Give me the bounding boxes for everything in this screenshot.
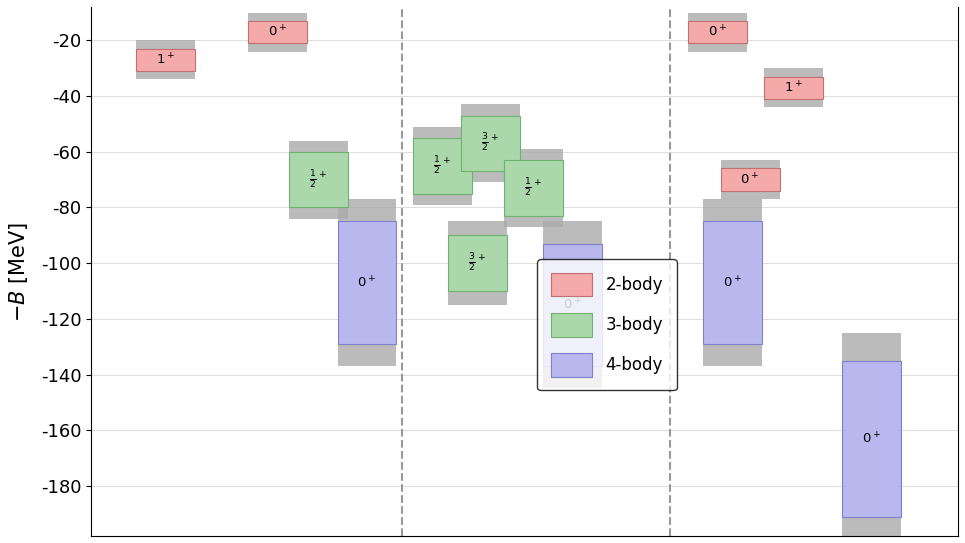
Bar [504, 149, 563, 227]
Text: $1^+$: $1^+$ [155, 52, 175, 67]
Bar [448, 222, 507, 305]
Bar [413, 127, 472, 205]
Bar [688, 12, 747, 52]
Bar [338, 222, 397, 344]
Text: $0^+$: $0^+$ [707, 24, 727, 40]
Bar [543, 244, 602, 366]
Text: $\frac{1}{2}^+$: $\frac{1}{2}^+$ [310, 168, 327, 191]
Text: $0^+$: $0^+$ [268, 24, 288, 40]
Bar [448, 235, 507, 291]
Bar [703, 222, 762, 344]
Bar [460, 116, 519, 171]
Bar [721, 168, 780, 191]
Bar [543, 222, 602, 388]
Bar [504, 160, 563, 216]
Bar [289, 141, 348, 219]
Bar [136, 40, 195, 79]
Bar [338, 199, 397, 366]
Text: $\frac{1}{2}^+$: $\frac{1}{2}^+$ [433, 155, 452, 176]
Text: $0^+$: $0^+$ [723, 275, 742, 291]
Legend: 2-body, 3-body, 4-body: 2-body, 3-body, 4-body [538, 260, 676, 390]
Text: $\frac{1}{2}^+$: $\frac{1}{2}^+$ [524, 177, 542, 199]
Bar [136, 49, 195, 71]
Bar [460, 104, 519, 182]
Text: $0^+$: $0^+$ [563, 297, 582, 313]
Bar [703, 199, 762, 366]
Text: $0^+$: $0^+$ [862, 431, 881, 446]
Bar [841, 333, 901, 543]
Bar [764, 77, 823, 99]
Bar [841, 361, 901, 516]
Bar [764, 68, 823, 107]
Bar [248, 21, 307, 43]
Bar [688, 21, 747, 43]
Text: $0^+$: $0^+$ [357, 275, 376, 291]
Text: $1^+$: $1^+$ [784, 80, 803, 96]
Bar [289, 151, 348, 207]
Text: $\frac{3}{2}^+$: $\frac{3}{2}^+$ [468, 252, 486, 274]
Y-axis label: $-B$ [MeV]: $-B$ [MeV] [7, 222, 30, 321]
Bar [248, 12, 307, 52]
Bar [413, 138, 472, 193]
Text: $\frac{3}{2}^+$: $\frac{3}{2}^+$ [481, 132, 499, 154]
Bar [721, 160, 780, 199]
Text: $0^+$: $0^+$ [740, 172, 759, 187]
